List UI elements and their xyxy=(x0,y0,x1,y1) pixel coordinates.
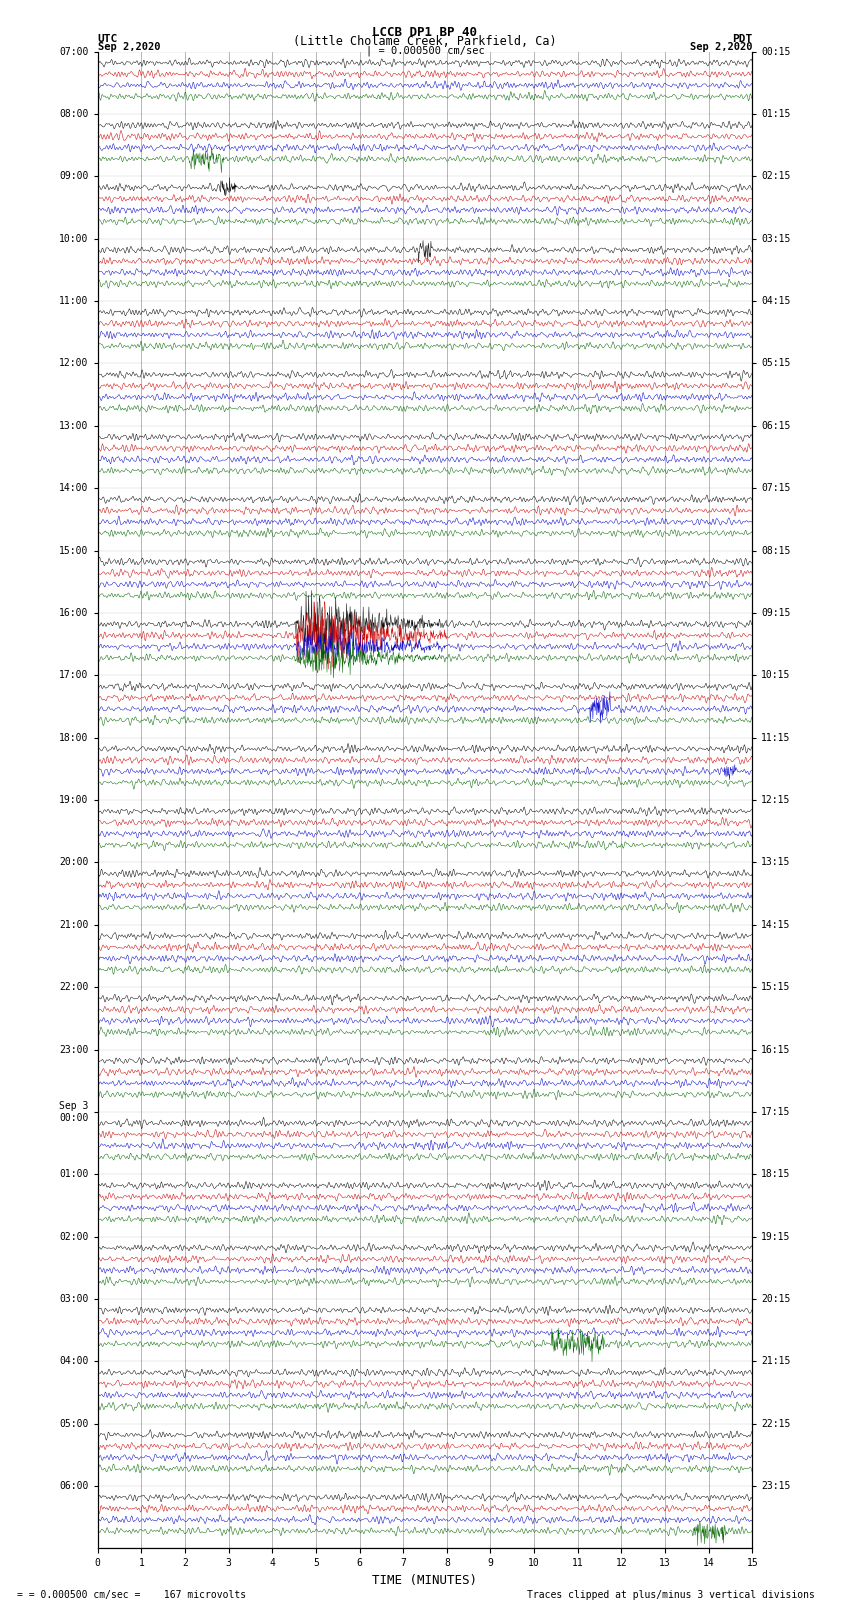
Text: PDT: PDT xyxy=(732,34,752,44)
X-axis label: TIME (MINUTES): TIME (MINUTES) xyxy=(372,1574,478,1587)
Text: | = 0.000500 cm/sec: | = 0.000500 cm/sec xyxy=(366,45,484,56)
Text: Sep 2,2020: Sep 2,2020 xyxy=(98,42,161,52)
Text: Sep 2,2020: Sep 2,2020 xyxy=(689,42,752,52)
Text: = = 0.000500 cm/sec =    167 microvolts: = = 0.000500 cm/sec = 167 microvolts xyxy=(17,1590,246,1600)
Text: (Little Cholame Creek, Parkfield, Ca): (Little Cholame Creek, Parkfield, Ca) xyxy=(293,35,557,48)
Text: UTC: UTC xyxy=(98,34,118,44)
Text: Traces clipped at plus/minus 3 vertical divisions: Traces clipped at plus/minus 3 vertical … xyxy=(527,1590,815,1600)
Text: LCCB DP1 BP 40: LCCB DP1 BP 40 xyxy=(372,26,478,39)
